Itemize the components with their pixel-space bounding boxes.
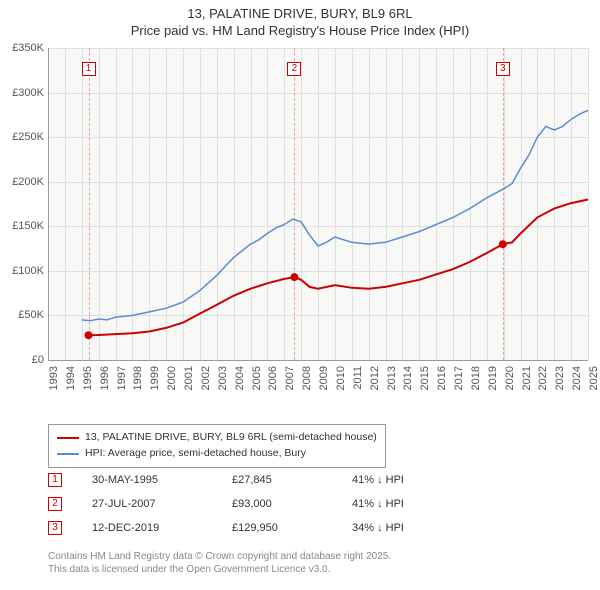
- series-price_paid: [89, 200, 589, 336]
- x-axis-label: 2019: [487, 366, 499, 406]
- series-svg: [0, 48, 598, 370]
- x-axis-label: 2001: [183, 366, 195, 406]
- x-axis-label: 2000: [166, 366, 178, 406]
- x-axis-label: 2005: [251, 366, 263, 406]
- x-axis-label: 2017: [453, 366, 465, 406]
- transaction-date: 12-DEC-2019: [92, 522, 232, 534]
- x-axis-label: 2008: [301, 366, 313, 406]
- x-axis-label: 2003: [217, 366, 229, 406]
- x-axis-label: 1995: [82, 366, 94, 406]
- chart-title-line2: Price paid vs. HM Land Registry's House …: [0, 23, 600, 40]
- chart-container: 13, PALATINE DRIVE, BURY, BL9 6RL Price …: [0, 0, 600, 590]
- x-axis-label: 2004: [234, 366, 246, 406]
- x-axis-label: 2018: [470, 366, 482, 406]
- marker-dot: [85, 331, 93, 339]
- chart-title-line1: 13, PALATINE DRIVE, BURY, BL9 6RL: [0, 0, 600, 23]
- legend: 13, PALATINE DRIVE, BURY, BL9 6RL (semi-…: [48, 424, 386, 468]
- transaction-row: 3 12-DEC-2019£129,95034% ↓ HPI: [48, 516, 452, 540]
- footer-line1: Contains HM Land Registry data © Crown c…: [48, 550, 391, 563]
- marker-dot: [290, 273, 298, 281]
- x-axis-label: 2016: [436, 366, 448, 406]
- transaction-date: 27-JUL-2007: [92, 498, 232, 510]
- x-axis-label: 2010: [335, 366, 347, 406]
- x-axis-label: 2012: [369, 366, 381, 406]
- marker-dot: [499, 240, 507, 248]
- chart-area: £0£50K£100K£150K£200K£250K£300K£350K1993…: [0, 48, 600, 418]
- x-axis-label: 1993: [48, 366, 60, 406]
- x-axis-label: 2002: [200, 366, 212, 406]
- x-axis-label: 1998: [132, 366, 144, 406]
- x-axis-label: 2009: [318, 366, 330, 406]
- transaction-diff: 41% ↓ HPI: [352, 498, 452, 510]
- x-axis-label: 2024: [571, 366, 583, 406]
- series-hpi: [82, 110, 588, 320]
- legend-swatch: [57, 437, 79, 439]
- transaction-diff: 41% ↓ HPI: [352, 474, 452, 486]
- x-axis-label: 1997: [116, 366, 128, 406]
- transaction-row: 1 30-MAY-1995£27,84541% ↓ HPI: [48, 468, 452, 492]
- x-axis-label: 2025: [588, 366, 600, 406]
- legend-row: HPI: Average price, semi-detached house,…: [57, 446, 377, 462]
- transaction-row: 2 27-JUL-2007£93,00041% ↓ HPI: [48, 492, 452, 516]
- x-axis-label: 2022: [537, 366, 549, 406]
- x-axis-label: 2021: [521, 366, 533, 406]
- footer-attribution: Contains HM Land Registry data © Crown c…: [48, 550, 391, 576]
- transaction-date: 30-MAY-1995: [92, 474, 232, 486]
- transaction-diff: 34% ↓ HPI: [352, 522, 452, 534]
- x-axis-label: 1994: [65, 366, 77, 406]
- transaction-badge: 3: [48, 521, 62, 535]
- x-axis-label: 2014: [402, 366, 414, 406]
- footer-line2: This data is licensed under the Open Gov…: [48, 563, 391, 576]
- transaction-price: £27,845: [232, 474, 352, 486]
- x-axis-label: 2020: [504, 366, 516, 406]
- transaction-badge: 1: [48, 473, 62, 487]
- legend-swatch: [57, 453, 79, 455]
- transaction-price: £129,950: [232, 522, 352, 534]
- legend-label: 13, PALATINE DRIVE, BURY, BL9 6RL (semi-…: [85, 430, 377, 446]
- x-axis-label: 1996: [99, 366, 111, 406]
- transactions-table: 1 30-MAY-1995£27,84541% ↓ HPI 2 27-JUL-2007…: [48, 468, 452, 540]
- x-axis-label: 2015: [419, 366, 431, 406]
- legend-row: 13, PALATINE DRIVE, BURY, BL9 6RL (semi-…: [57, 430, 377, 446]
- x-axis-label: 2006: [267, 366, 279, 406]
- x-axis-label: 2023: [554, 366, 566, 406]
- x-axis-label: 2007: [284, 366, 296, 406]
- x-axis-label: 1999: [149, 366, 161, 406]
- transaction-price: £93,000: [232, 498, 352, 510]
- transaction-badge: 2: [48, 497, 62, 511]
- legend-label: HPI: Average price, semi-detached house,…: [85, 446, 306, 462]
- x-axis-label: 2011: [352, 366, 364, 406]
- x-axis-label: 2013: [386, 366, 398, 406]
